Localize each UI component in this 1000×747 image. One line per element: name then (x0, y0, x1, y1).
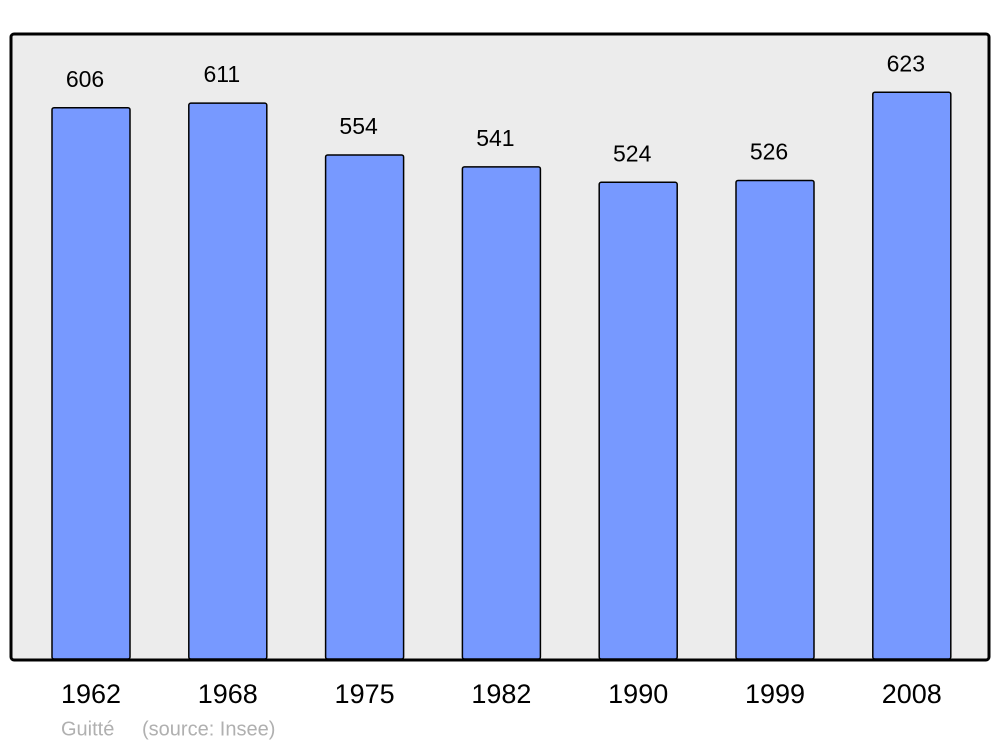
value-label: 611 (203, 61, 240, 87)
value-label: 623 (887, 50, 925, 76)
x-tick-label: 1999 (745, 679, 805, 709)
bar (598, 181, 678, 660)
x-tick-label: 2008 (882, 679, 942, 709)
value-label: 526 (750, 139, 788, 165)
value-label: 524 (613, 140, 652, 166)
credit: Guitté (61, 718, 114, 740)
x-tick-label: 1982 (471, 679, 531, 709)
bar (872, 91, 952, 660)
bar (324, 154, 405, 660)
value-label: 606 (66, 66, 104, 92)
x-tick-label: 1962 (61, 679, 121, 709)
source: (source: Insee) (142, 718, 275, 740)
bar (51, 106, 131, 660)
bar (735, 179, 815, 660)
value-label: 554 (339, 113, 378, 139)
x-tick-label: 1975 (335, 679, 395, 709)
x-tick-label: 1968 (198, 679, 258, 709)
bar (461, 166, 542, 660)
bar (188, 102, 268, 660)
value-label: 541 (476, 125, 514, 151)
x-tick-label: 1990 (608, 679, 668, 709)
